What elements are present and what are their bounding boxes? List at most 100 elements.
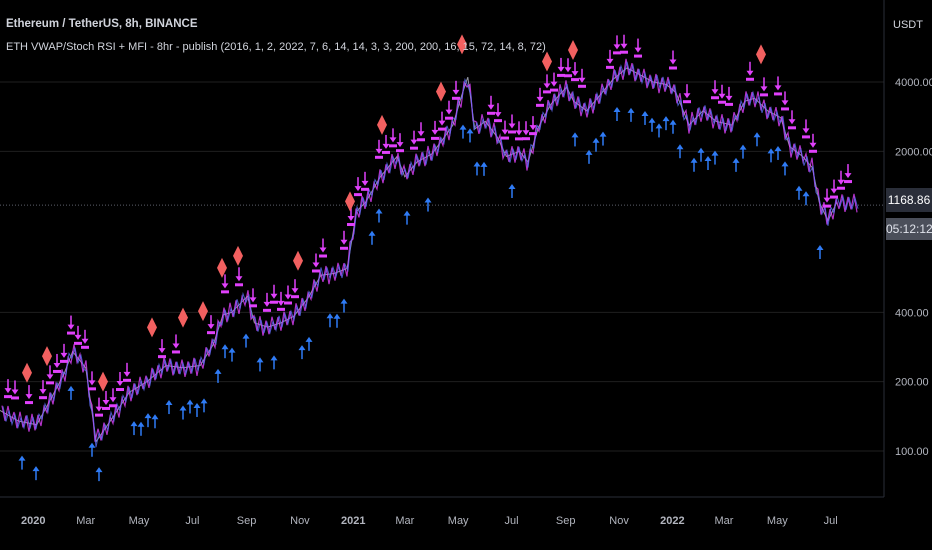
buy-arrow-marker bbox=[613, 107, 621, 122]
top-diamond-marker bbox=[345, 191, 355, 212]
sell-arrow-marker bbox=[634, 38, 642, 58]
top-diamond-marker bbox=[147, 317, 157, 338]
buy-arrow-marker bbox=[732, 157, 740, 172]
buy-arrow-marker bbox=[739, 144, 747, 159]
buy-arrow-marker bbox=[403, 210, 411, 225]
y-tick-label: 400.00 bbox=[895, 307, 929, 319]
sell-arrow-marker bbox=[802, 119, 810, 139]
sell-arrow-marker bbox=[823, 188, 831, 208]
sell-arrow-marker bbox=[354, 177, 362, 197]
x-tick-label: 2021 bbox=[341, 515, 365, 527]
buy-arrow-marker bbox=[641, 110, 649, 125]
sell-arrow-marker bbox=[11, 380, 19, 400]
x-tick-label: May bbox=[448, 515, 469, 527]
sell-arrow-marker bbox=[361, 171, 369, 191]
buy-arrow-marker bbox=[214, 368, 222, 383]
sell-arrow-marker bbox=[277, 291, 285, 311]
buy-arrow-marker bbox=[186, 399, 194, 414]
x-tick-label: 2020 bbox=[21, 515, 45, 527]
buy-arrow-marker bbox=[228, 347, 236, 362]
top-diamond-marker bbox=[42, 346, 52, 367]
buy-arrow-marker bbox=[795, 185, 803, 200]
sell-arrow-marker bbox=[60, 343, 68, 363]
sell-arrow-marker bbox=[67, 315, 75, 335]
current-price-tag: 1168.86 bbox=[886, 188, 932, 212]
sell-arrow-marker bbox=[508, 114, 516, 134]
x-tick-label: May bbox=[129, 515, 150, 527]
sell-arrow-marker bbox=[445, 100, 453, 120]
buy-arrow-marker bbox=[711, 150, 719, 165]
sell-arrow-marker bbox=[550, 72, 558, 92]
price-line bbox=[0, 67, 838, 443]
indicator-legend[interactable]: ETH VWAP/Stoch RSI + MFI - 8hr - publish… bbox=[6, 41, 546, 53]
top-diamond-marker bbox=[568, 40, 578, 61]
x-tick-label: Nov bbox=[290, 515, 310, 527]
sell-arrow-marker bbox=[25, 385, 33, 405]
sell-arrow-marker bbox=[396, 133, 404, 153]
sell-arrow-marker bbox=[389, 128, 397, 148]
buy-arrow-marker bbox=[627, 107, 635, 122]
sell-arrow-marker bbox=[788, 110, 796, 130]
buy-arrow-marker bbox=[655, 123, 663, 138]
sell-arrow-marker bbox=[53, 353, 61, 373]
sell-arrow-marker bbox=[235, 267, 243, 287]
buy-arrow-marker bbox=[179, 405, 187, 420]
sell-arrow-marker bbox=[718, 84, 726, 104]
buy-arrow-marker bbox=[18, 455, 26, 470]
top-diamond-marker bbox=[178, 307, 188, 328]
sell-arrow-marker bbox=[249, 288, 257, 308]
sell-arrow-marker bbox=[102, 390, 110, 410]
currency-unit: USDT bbox=[893, 19, 923, 31]
buy-arrow-marker bbox=[774, 145, 782, 160]
buy-arrow-marker bbox=[473, 161, 481, 176]
top-diamond-marker bbox=[98, 371, 108, 392]
sell-arrow-marker bbox=[158, 339, 166, 359]
sell-arrow-marker bbox=[81, 329, 89, 349]
sell-arrow-marker bbox=[571, 62, 579, 82]
sell-arrow-marker bbox=[725, 86, 733, 106]
sell-arrow-marker bbox=[487, 95, 495, 115]
sell-arrow-marker bbox=[564, 58, 572, 78]
buy-arrow-marker bbox=[165, 400, 173, 415]
sell-arrow-marker bbox=[760, 77, 768, 97]
sell-arrow-marker bbox=[340, 230, 348, 250]
y-tick-label: 200.00 bbox=[895, 377, 929, 389]
sell-arrow-marker bbox=[312, 253, 320, 273]
buy-arrow-marker bbox=[704, 156, 712, 171]
signal-band bbox=[1, 58, 858, 442]
sell-arrow-marker bbox=[263, 292, 271, 312]
sell-arrow-marker bbox=[382, 134, 390, 154]
sell-arrow-marker bbox=[781, 91, 789, 111]
sell-arrow-marker bbox=[606, 49, 614, 69]
sell-arrow-marker bbox=[669, 50, 677, 70]
signal-band bbox=[2, 61, 859, 448]
sell-arrow-marker bbox=[578, 68, 586, 88]
sell-arrow-marker bbox=[557, 57, 565, 77]
x-tick-label: Sep bbox=[556, 515, 576, 527]
sell-arrow-marker bbox=[529, 116, 537, 136]
sell-arrow-marker bbox=[95, 397, 103, 417]
buy-arrow-marker bbox=[459, 124, 467, 139]
sell-arrow-marker bbox=[39, 380, 47, 400]
buy-arrow-marker bbox=[669, 119, 677, 134]
buy-arrow-marker bbox=[221, 344, 229, 359]
x-tick-label: Mar bbox=[76, 515, 95, 527]
buy-arrow-marker bbox=[333, 313, 341, 328]
sell-arrow-marker bbox=[291, 279, 299, 299]
x-tick-label: 2022 bbox=[660, 515, 684, 527]
top-diamond-marker bbox=[233, 245, 243, 266]
buy-arrow-marker bbox=[781, 161, 789, 176]
buy-arrow-marker bbox=[767, 148, 775, 163]
top-diamond-marker bbox=[436, 81, 446, 102]
sell-arrow-marker bbox=[347, 207, 355, 227]
sell-arrow-marker bbox=[522, 121, 530, 141]
sell-arrow-marker bbox=[515, 121, 523, 141]
buy-arrow-marker bbox=[599, 131, 607, 146]
buy-arrow-marker bbox=[32, 466, 40, 481]
y-tick-label: 2000.00 bbox=[895, 146, 932, 158]
buy-arrow-marker bbox=[151, 414, 159, 429]
buy-arrow-marker bbox=[676, 144, 684, 159]
x-tick-label: Sep bbox=[237, 515, 257, 527]
